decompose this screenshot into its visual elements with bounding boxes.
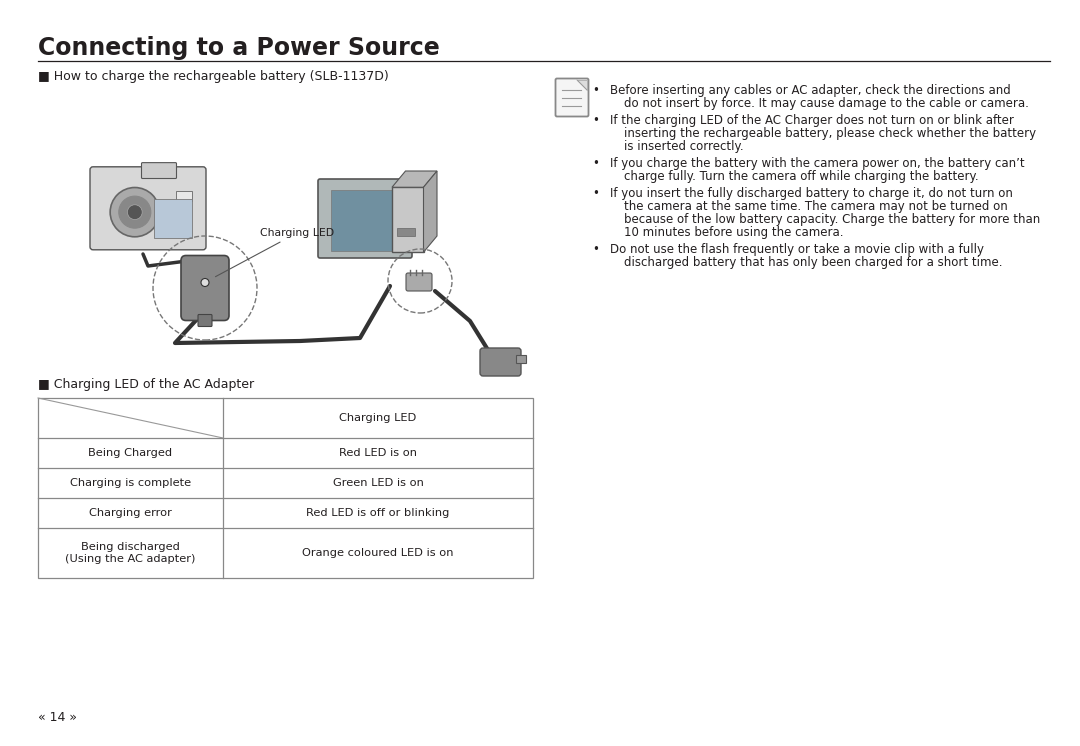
Text: because of the low battery capacity. Charge the battery for more than: because of the low battery capacity. Cha…	[624, 213, 1040, 226]
Text: Orange coloured LED is on: Orange coloured LED is on	[302, 548, 454, 558]
FancyBboxPatch shape	[90, 167, 206, 250]
Text: Before inserting any cables or AC adapter, check the directions and: Before inserting any cables or AC adapte…	[610, 84, 1011, 97]
Text: •: •	[592, 157, 599, 170]
Text: Red LED is on: Red LED is on	[339, 448, 417, 458]
Text: If you charge the battery with the camera power on, the battery can’t: If you charge the battery with the camer…	[610, 157, 1025, 170]
FancyBboxPatch shape	[141, 163, 176, 178]
Text: •: •	[592, 187, 599, 200]
Bar	[392, 187, 423, 252]
Polygon shape	[423, 171, 437, 252]
Bar	[38, 398, 534, 578]
Text: •: •	[592, 84, 599, 97]
Text: Connecting to a Power Source: Connecting to a Power Source	[38, 36, 440, 60]
Text: « 14 »: « 14 »	[38, 711, 77, 724]
Text: Do not use the flash frequently or take a movie clip with a fully: Do not use the flash frequently or take …	[610, 243, 984, 256]
Text: the camera at the same time. The camera may not be turned on: the camera at the same time. The camera …	[624, 200, 1008, 213]
FancyBboxPatch shape	[181, 255, 229, 321]
Text: ■ Charging LED of the AC Adapter: ■ Charging LED of the AC Adapter	[38, 378, 254, 391]
Text: 10 minutes before using the camera.: 10 minutes before using the camera.	[624, 226, 843, 239]
FancyBboxPatch shape	[318, 179, 411, 258]
Text: charge fully. Turn the camera off while charging the battery.: charge fully. Turn the camera off while …	[624, 170, 978, 183]
Text: discharged battery that has only been charged for a short time.: discharged battery that has only been ch…	[624, 256, 1002, 269]
Polygon shape	[392, 171, 437, 187]
Text: Red LED is off or blinking: Red LED is off or blinking	[307, 508, 449, 518]
FancyBboxPatch shape	[198, 315, 212, 327]
Text: Charging is complete: Charging is complete	[70, 478, 191, 488]
Bar	[330, 189, 400, 251]
Bar	[153, 199, 192, 237]
Text: do not insert by force. It may cause damage to the cable or camera.: do not insert by force. It may cause dam…	[624, 97, 1029, 110]
Text: is inserted correctly.: is inserted correctly.	[624, 140, 744, 153]
Text: Charging LED: Charging LED	[339, 413, 417, 423]
Text: Being discharged
(Using the AC adapter): Being discharged (Using the AC adapter)	[65, 542, 195, 564]
Polygon shape	[577, 80, 588, 90]
FancyBboxPatch shape	[406, 273, 432, 291]
Text: •: •	[592, 243, 599, 256]
FancyBboxPatch shape	[480, 348, 521, 376]
Bar	[516, 355, 526, 363]
Bar	[397, 228, 415, 236]
Text: Green LED is on: Green LED is on	[333, 478, 423, 488]
Circle shape	[110, 187, 160, 236]
Text: If the charging LED of the AC Charger does not turn on or blink after: If the charging LED of the AC Charger do…	[610, 114, 1014, 127]
Circle shape	[119, 196, 151, 228]
Bar	[175, 192, 192, 201]
Text: inserting the rechargeable battery, please check whether the battery: inserting the rechargeable battery, plea…	[624, 127, 1036, 140]
Circle shape	[201, 278, 210, 286]
Text: Being Charged: Being Charged	[89, 448, 173, 458]
FancyBboxPatch shape	[555, 78, 589, 116]
Text: •: •	[592, 114, 599, 127]
Text: If you insert the fully discharged battery to charge it, do not turn on: If you insert the fully discharged batte…	[610, 187, 1013, 200]
Text: ■ How to charge the rechargeable battery (SLB-1137D): ■ How to charge the rechargeable battery…	[38, 70, 389, 83]
Text: Charging error: Charging error	[89, 508, 172, 518]
Text: Charging LED: Charging LED	[215, 228, 334, 277]
Circle shape	[127, 204, 143, 219]
